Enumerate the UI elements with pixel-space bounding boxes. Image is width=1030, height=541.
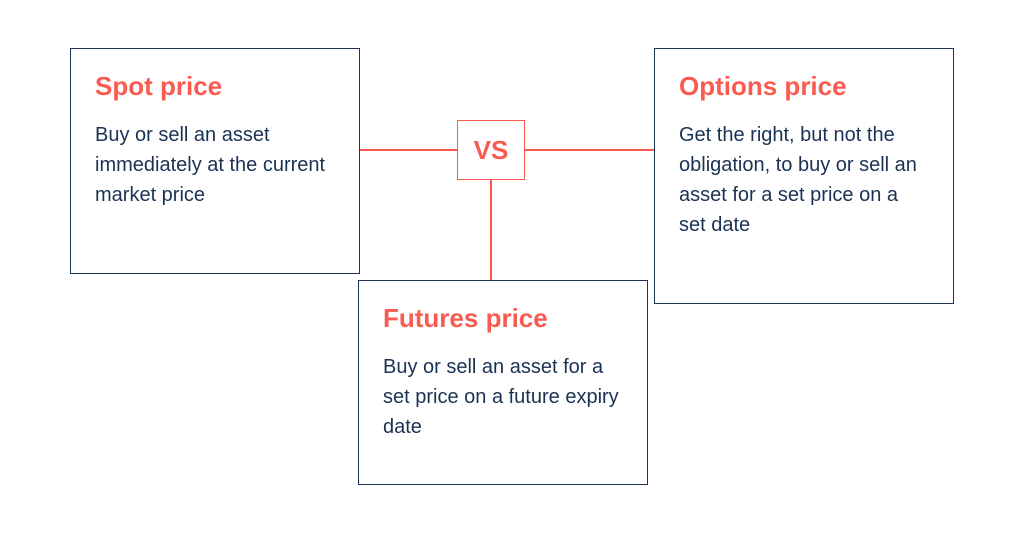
vs-label-box: VS (457, 120, 525, 180)
connector-bottom (490, 180, 492, 280)
connector-left (360, 149, 457, 151)
spot-price-title: Spot price (95, 71, 335, 102)
vs-label: VS (474, 135, 509, 166)
futures-price-box: Futures price Buy or sell an asset for a… (358, 280, 648, 485)
options-price-title: Options price (679, 71, 929, 102)
spot-price-description: Buy or sell an asset immediately at the … (95, 120, 335, 210)
futures-price-description: Buy or sell an asset for a set price on … (383, 352, 623, 442)
options-price-description: Get the right, but not the obligation, t… (679, 120, 929, 240)
spot-price-box: Spot price Buy or sell an asset immediat… (70, 48, 360, 274)
connector-right (525, 149, 654, 151)
comparison-diagram: Spot price Buy or sell an asset immediat… (0, 0, 1030, 541)
options-price-box: Options price Get the right, but not the… (654, 48, 954, 304)
futures-price-title: Futures price (383, 303, 623, 334)
